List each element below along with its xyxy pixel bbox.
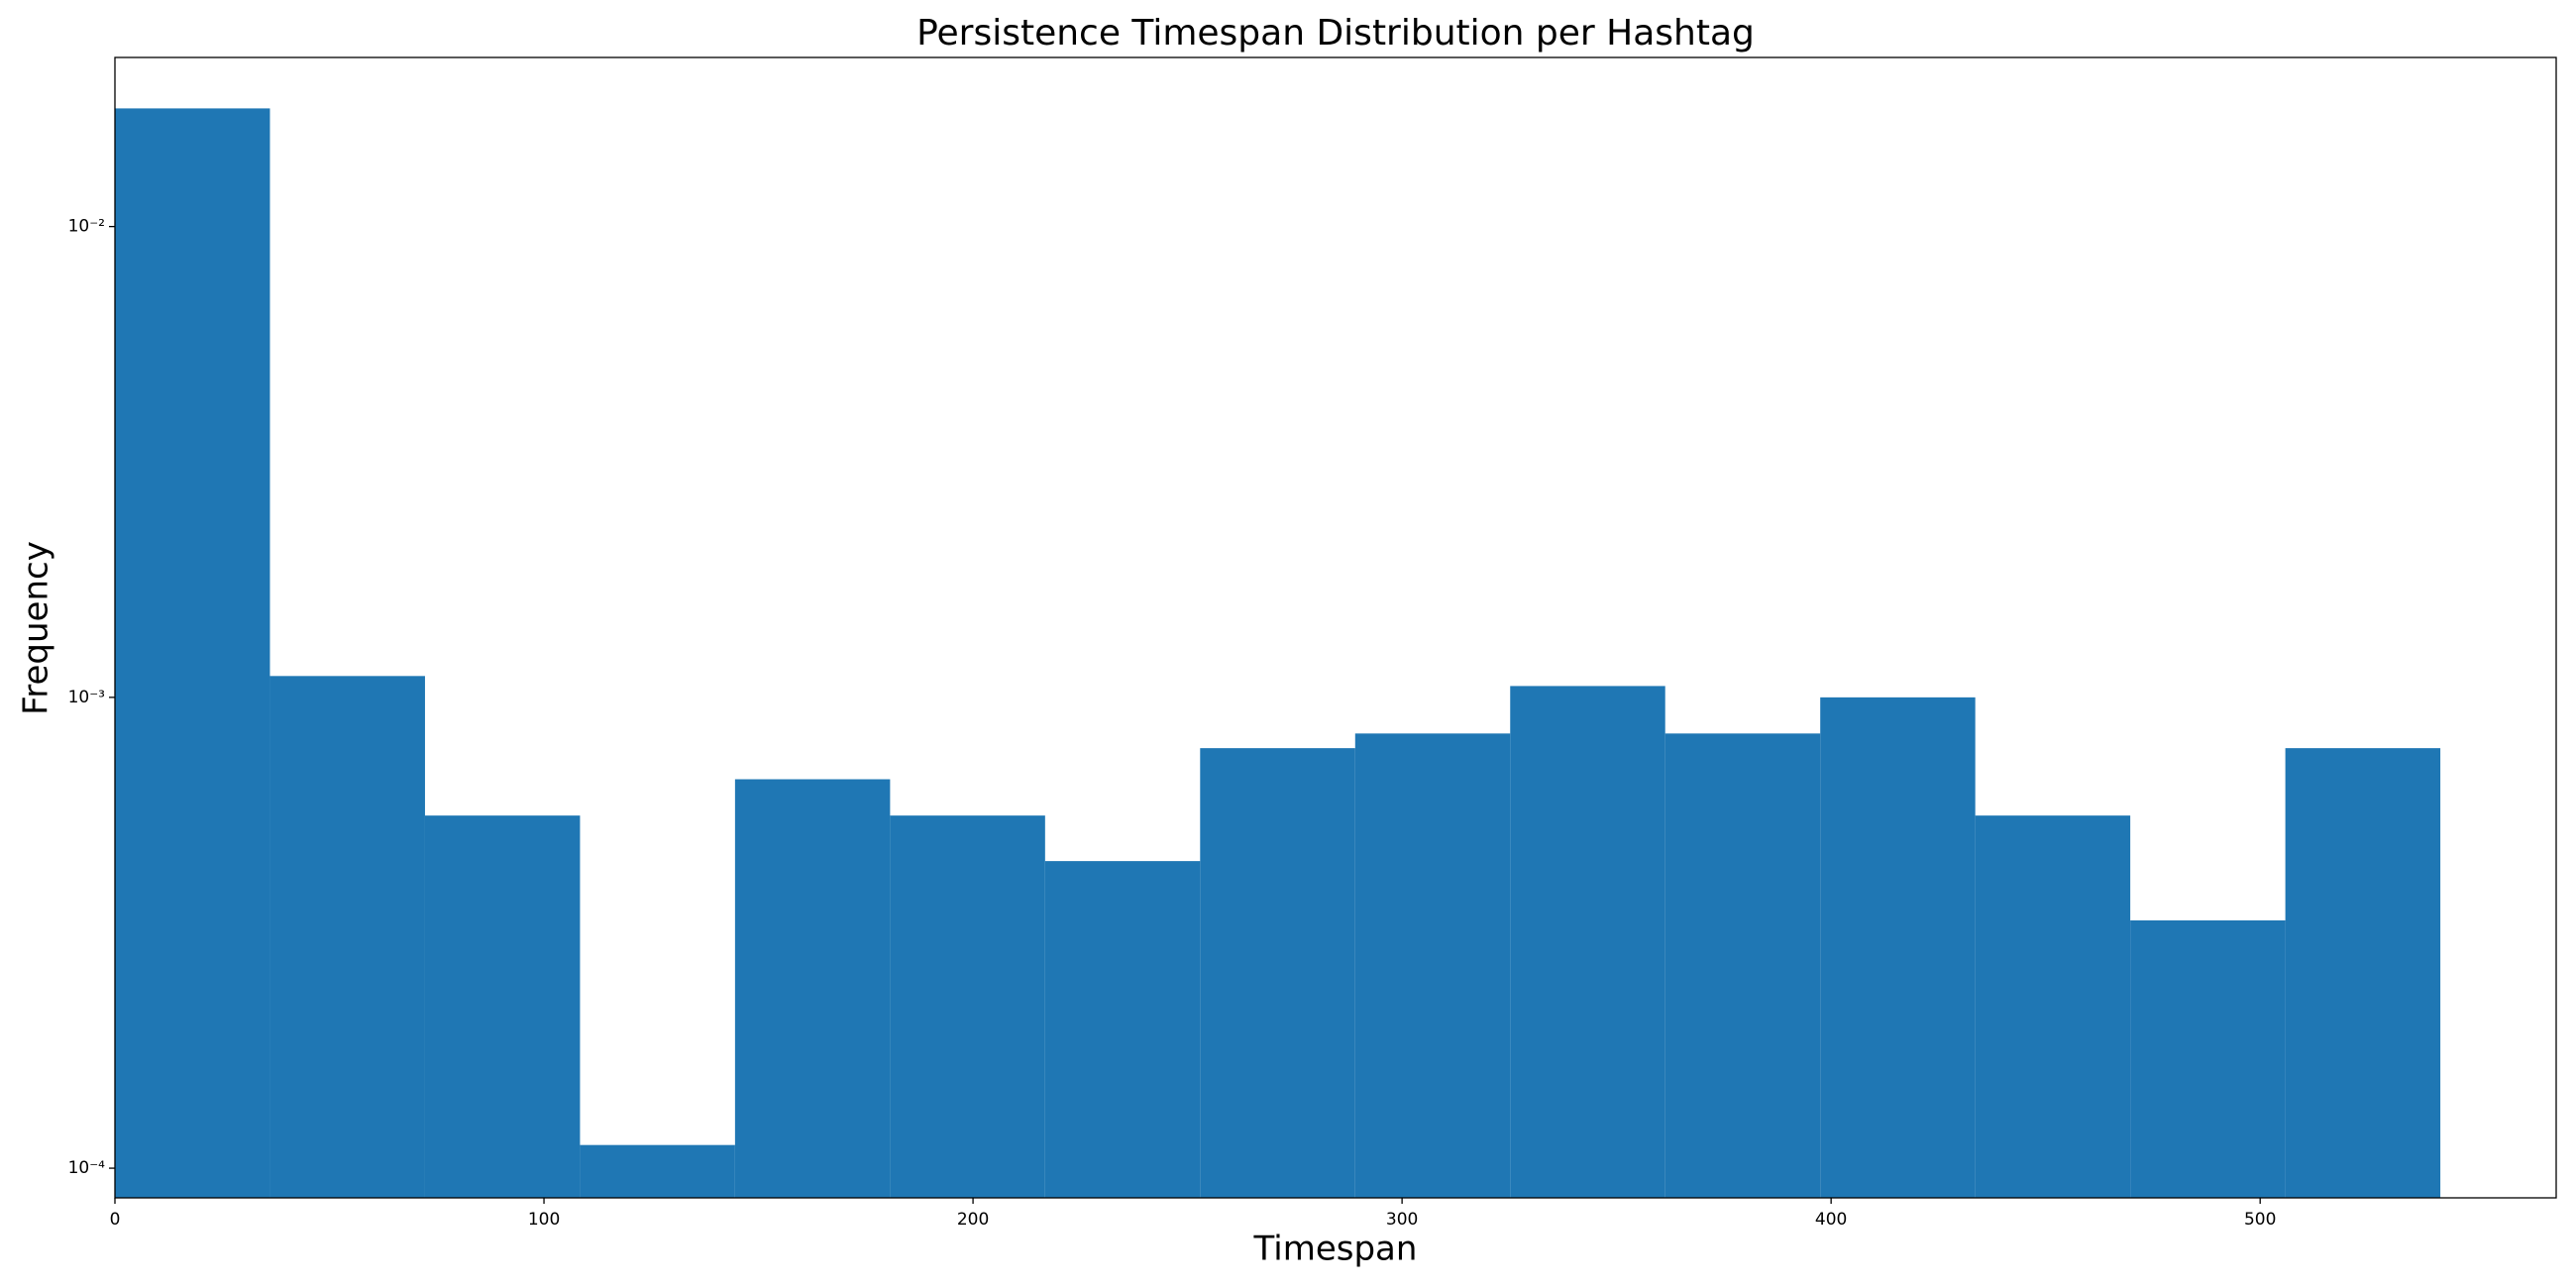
plot-frame [114,56,2557,1199]
y-tick-label: 10⁻⁴ [68,1158,106,1178]
x-tick-label: 400 [1815,1210,1847,1230]
bar [2285,748,2441,1198]
bar [1200,748,1355,1198]
y-tick-label: 10⁻² [68,217,105,237]
x-tick-label: 100 [528,1210,560,1230]
bar [1820,697,1976,1198]
chart-title: Persistence Timespan Distribution per Ha… [916,13,1755,54]
x-tick-label: 200 [957,1210,989,1230]
bar [580,1144,735,1198]
y-tick-label: 10⁻³ [68,688,105,707]
y-axis-label: Frequency [17,541,56,715]
bar [1044,861,1201,1198]
bar [1510,686,1665,1198]
bar [890,815,1045,1198]
bar [1975,815,2131,1198]
bar [734,779,891,1198]
bar [1664,733,1821,1198]
bar [424,815,581,1198]
bar [2130,919,2286,1198]
x-tick-label: 300 [1386,1210,1418,1230]
bar [115,108,270,1199]
x-axis-label: Timespan [1253,1230,1418,1269]
bar [1354,733,1511,1198]
x-tick-label: 0 [110,1210,121,1230]
bar [269,676,425,1198]
x-tick-label: 500 [2244,1210,2276,1230]
